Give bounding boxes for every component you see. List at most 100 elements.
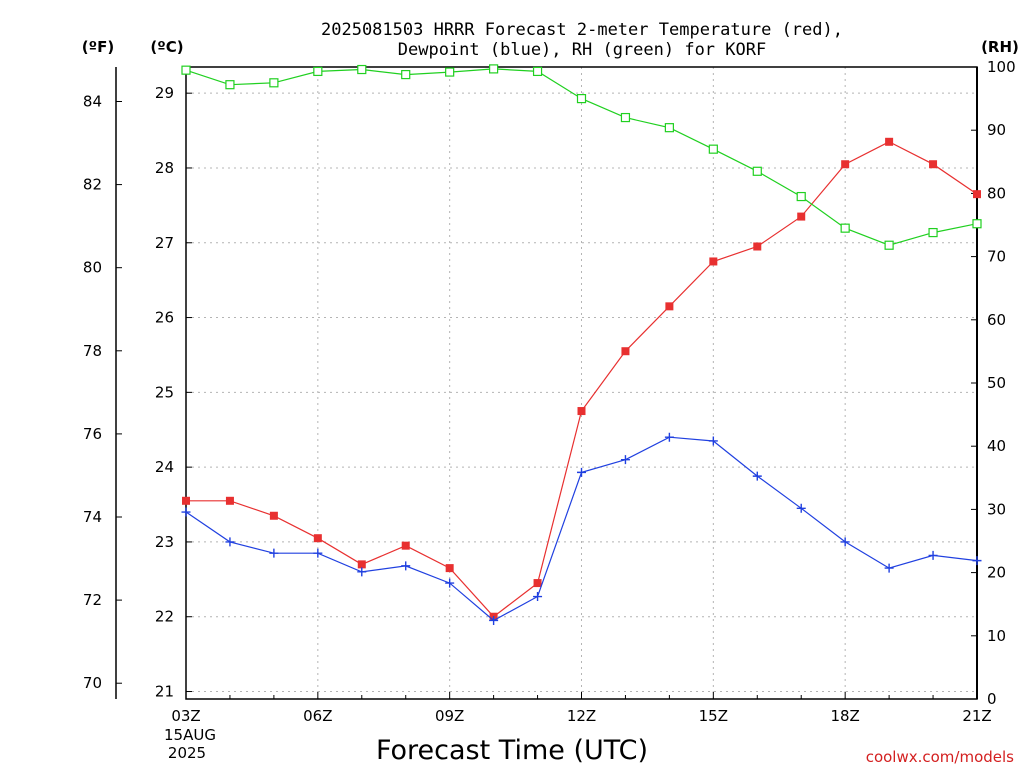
- rh-tick-label: 100: [987, 58, 1016, 76]
- celsius-unit-label: (ºC): [150, 38, 183, 56]
- rh-point: [972, 219, 982, 229]
- temperature-point: [797, 212, 806, 221]
- rh-unit-label: (RH): [981, 38, 1019, 56]
- rh-point: [840, 223, 850, 233]
- dewpoint-point: [489, 615, 499, 625]
- dewpoint-point: [313, 548, 323, 558]
- fahrenheit-tick-label: 78: [83, 342, 102, 360]
- dewpoint-point: [533, 592, 543, 602]
- temperature-point: [929, 160, 938, 169]
- temperature-point: [182, 496, 190, 505]
- dewpoint-point: [796, 503, 806, 513]
- rh-point: [532, 66, 543, 77]
- celsius-tick-label: 27: [155, 234, 174, 252]
- rh-point: [928, 227, 938, 238]
- dewpoint-point: [225, 537, 235, 547]
- rh-point: [576, 93, 587, 104]
- rh-point: [489, 64, 499, 74]
- date-label-day: 15AUG: [164, 726, 216, 744]
- celsius-tick-label: 26: [155, 309, 174, 327]
- temperature-point: [533, 579, 542, 588]
- rh-tick-label: 60: [987, 311, 1006, 329]
- temperature-point: [841, 160, 850, 169]
- rh-point: [796, 191, 806, 202]
- rh-point: [884, 240, 894, 250]
- temperature-point: [885, 137, 894, 146]
- fahrenheit-unit-label: (ºF): [82, 38, 114, 56]
- dewpoint-point: [181, 507, 191, 517]
- dewpoint-point: [445, 578, 455, 588]
- celsius-tick-label: 24: [155, 458, 174, 476]
- time-tick-label: 21Z: [962, 707, 991, 725]
- rh-point: [225, 80, 235, 90]
- celsius-tick-label: 22: [155, 608, 174, 626]
- time-tick-label: 18Z: [830, 707, 859, 725]
- rh-tick-label: 80: [987, 184, 1006, 202]
- temperature-point: [269, 511, 278, 520]
- temperature-point: [665, 302, 674, 311]
- dewpoint-point: [269, 548, 279, 558]
- rh-point: [269, 78, 279, 88]
- rh-point: [708, 144, 718, 154]
- temperature-point: [621, 347, 630, 356]
- temperature-point: [753, 242, 762, 251]
- rh-point: [752, 166, 762, 176]
- chart-title-line1: 2025081503 HRRR Forecast 2-meter Tempera…: [321, 20, 843, 40]
- dewpoint-point: [972, 556, 982, 566]
- temperature-point: [577, 407, 586, 416]
- temperature-point: [709, 257, 718, 266]
- fahrenheit-tick-label: 82: [83, 176, 102, 194]
- celsius-tick-label: 23: [155, 533, 174, 551]
- celsius-tick-label: 21: [155, 683, 174, 701]
- celsius-tick-label: 28: [155, 159, 174, 177]
- celsius-tick-label: 29: [155, 84, 174, 102]
- rh-point: [445, 67, 455, 77]
- dewpoint-point: [577, 467, 586, 477]
- dewpoint-point: [708, 436, 718, 446]
- rh-point: [357, 64, 367, 75]
- fahrenheit-tick-label: 76: [83, 425, 102, 443]
- dewpoint-point: [928, 550, 938, 560]
- time-tick-label: 03Z: [171, 707, 200, 725]
- data-series: [181, 64, 982, 625]
- celsius-tick-label: 25: [155, 383, 174, 401]
- rh-tick-label: 70: [987, 248, 1006, 266]
- temperature-point: [313, 534, 322, 543]
- time-tick-label: 12Z: [567, 707, 596, 725]
- time-tick-label: 09Z: [435, 707, 464, 725]
- rh-tick-label: 30: [987, 500, 1006, 518]
- dewpoint-point: [357, 567, 367, 577]
- temperature-point: [357, 560, 366, 569]
- dewpoint-series: [181, 432, 982, 625]
- chart-title-line2: Dewpoint (blue), RH (green) for KORF: [398, 40, 766, 60]
- rh-tick-label: 40: [987, 437, 1006, 455]
- rh-point: [313, 66, 323, 77]
- rh-tick-label: 90: [987, 121, 1006, 139]
- temperature-point: [445, 564, 454, 573]
- fahrenheit-tick-label: 72: [83, 591, 102, 609]
- rh-point: [401, 69, 411, 80]
- dewpoint-point: [664, 432, 674, 442]
- rh-axis-ticks: 0 10 20 30 40 50 60 70 80 90 100: [971, 58, 1016, 708]
- fahrenheit-tick-label: 74: [83, 508, 102, 526]
- rh-point: [620, 112, 631, 123]
- fahrenheit-tick-label: 84: [83, 92, 102, 110]
- rh-tick-label: 0: [987, 690, 997, 708]
- fahrenheit-tick-label: 80: [83, 259, 102, 277]
- temperature-point: [973, 190, 981, 199]
- grid-lines: [186, 67, 977, 699]
- dewpoint-point: [752, 471, 762, 481]
- site-credit: coolwx.com/models: [866, 748, 1014, 766]
- rh-tick-label: 20: [987, 564, 1006, 582]
- dewpoint-point: [884, 563, 894, 573]
- x-axis-title: Forecast Time (UTC): [376, 735, 648, 766]
- celsius-axis-ticks: 21 22 23 24 25 26 27 28 29: [155, 84, 192, 701]
- temperature-point: [225, 496, 234, 505]
- time-tick-label: 06Z: [303, 707, 332, 725]
- rh-point: [664, 123, 674, 133]
- fahrenheit-tick-label: 70: [83, 674, 102, 692]
- time-axis-ticks: 03Z 06Z 09Z 12Z 15Z 18Z 21Z: [171, 692, 992, 725]
- dewpoint-point: [620, 455, 630, 465]
- rh-point: [181, 65, 191, 75]
